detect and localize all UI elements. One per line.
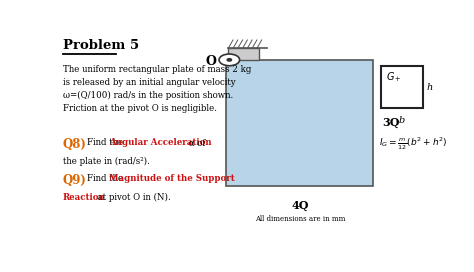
Text: Reaction: Reaction (63, 193, 106, 202)
Text: Find the: Find the (87, 138, 126, 147)
Text: Find the: Find the (87, 174, 126, 183)
Text: b: b (399, 116, 405, 125)
Text: Magnitude of the Support: Magnitude of the Support (109, 174, 235, 183)
Text: α of: α of (186, 138, 206, 147)
Bar (227, 60, 374, 186)
Circle shape (227, 58, 231, 61)
Text: Problem 5: Problem 5 (63, 39, 139, 52)
Text: All dimensions are in mm: All dimensions are in mm (255, 215, 345, 223)
Text: Q8): Q8) (63, 138, 87, 152)
Text: O: O (205, 55, 216, 69)
Text: Q9): Q9) (63, 174, 87, 187)
Text: Angular Acceleration: Angular Acceleration (109, 138, 211, 147)
Text: at pivot O in (N).: at pivot O in (N). (95, 193, 171, 202)
Text: $I_G = \frac{m}{12}(b^2 + h^2)$: $I_G = \frac{m}{12}(b^2 + h^2)$ (379, 135, 447, 152)
Text: The uniform rectangular plate of mass 2 kg
is released by an initial angular vel: The uniform rectangular plate of mass 2 … (63, 65, 251, 113)
Text: $G_+$: $G_+$ (386, 70, 402, 84)
Bar (381, 66, 423, 108)
Text: 3Q: 3Q (383, 117, 400, 128)
Text: 4Q: 4Q (291, 200, 309, 211)
Bar (228, 48, 259, 60)
Circle shape (219, 54, 240, 66)
Text: h: h (427, 83, 433, 92)
Text: the plate in (rad/s²).: the plate in (rad/s²). (63, 157, 150, 166)
